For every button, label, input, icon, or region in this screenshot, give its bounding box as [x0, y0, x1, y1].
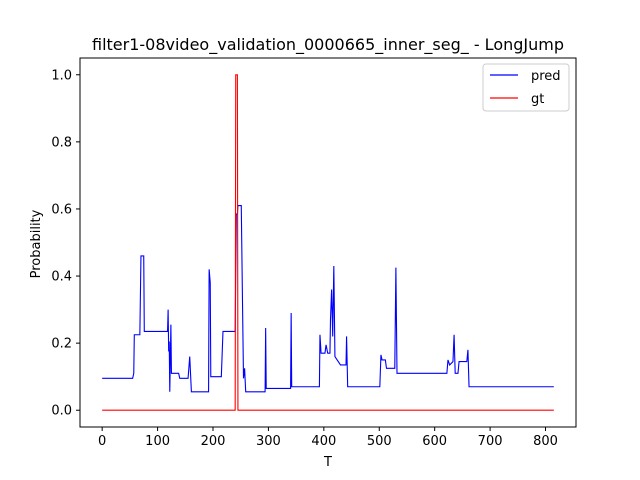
x-tick-label: 0: [98, 434, 106, 449]
x-axis-label: T: [323, 455, 332, 470]
series-line-pred: [102, 205, 554, 393]
x-tick-label: 500: [367, 434, 392, 449]
x-tick-label: 300: [256, 434, 281, 449]
x-tick-label: 200: [201, 434, 226, 449]
y-tick-label: 1.0: [51, 68, 72, 83]
legend-label-gt: gt: [531, 92, 544, 107]
series-line-gt: [102, 74, 554, 411]
series-layer: [102, 74, 554, 411]
y-axis: 0.0 0.2 0.4 0.6 0.8 1.0: [51, 68, 80, 419]
y-tick-label: 0.8: [51, 135, 72, 150]
legend: pred gt: [482, 63, 570, 112]
chart-title: filter1-08video_validation_0000665_inner…: [92, 35, 564, 55]
x-axis: 0 100 200 300 400 500 600 700 800: [98, 427, 558, 449]
y-axis-label: Probability: [29, 209, 44, 278]
x-tick-label: 600: [422, 434, 447, 449]
x-tick-label: 800: [533, 434, 558, 449]
y-tick-label: 0.6: [51, 202, 72, 217]
y-tick-label: 0.4: [51, 270, 72, 285]
axes-frame: [79, 57, 577, 428]
plot-area: [79, 57, 577, 428]
legend-label-pred: pred: [531, 69, 561, 84]
x-tick-label: 700: [478, 434, 503, 449]
x-tick-label: 100: [145, 434, 170, 449]
legend-box: [482, 63, 570, 112]
y-tick-label: 0.2: [51, 337, 72, 352]
x-tick-label: 400: [311, 434, 336, 449]
y-tick-label: 0.0: [51, 404, 72, 419]
